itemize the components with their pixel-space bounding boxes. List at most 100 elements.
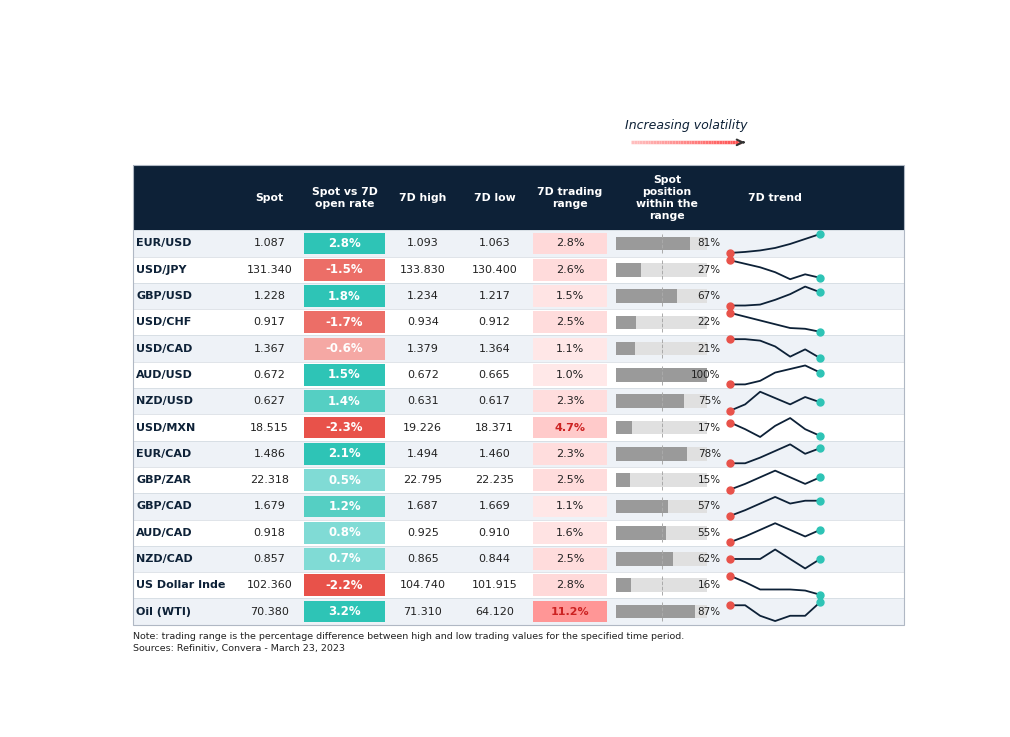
Bar	[616, 552, 707, 566]
Text: 71.310: 71.310	[403, 607, 442, 617]
Bar	[532, 391, 607, 412]
Text: 11.2%: 11.2%	[550, 607, 590, 617]
Bar	[304, 495, 385, 517]
Text: 2.8%: 2.8%	[328, 237, 361, 250]
Bar	[616, 473, 629, 487]
Bar	[616, 447, 687, 461]
Text: USD/MXN: USD/MXN	[136, 422, 196, 433]
Bar	[532, 469, 607, 491]
Text: Spot
position
within the
range: Spot position within the range	[636, 175, 698, 220]
Text: 22.318: 22.318	[249, 475, 289, 485]
Text: 18.371: 18.371	[475, 422, 514, 433]
Bar	[132, 572, 904, 598]
Bar	[304, 312, 385, 333]
Text: 1.494: 1.494	[407, 449, 438, 459]
Bar	[532, 495, 607, 517]
Text: 4.7%: 4.7%	[554, 422, 586, 433]
Bar	[616, 526, 667, 539]
Bar	[132, 441, 904, 467]
Text: 131.340: 131.340	[246, 265, 292, 275]
Bar	[532, 416, 607, 439]
Bar	[132, 546, 904, 572]
Text: 62%: 62%	[698, 554, 721, 564]
Text: 0.917: 0.917	[254, 318, 285, 327]
Bar	[304, 285, 385, 307]
Text: 0.672: 0.672	[254, 370, 285, 380]
Text: 1.679: 1.679	[254, 501, 285, 511]
Text: 75%: 75%	[698, 397, 721, 406]
Text: 2.5%: 2.5%	[556, 475, 584, 485]
Text: EUR/CAD: EUR/CAD	[136, 449, 192, 459]
Bar	[132, 283, 904, 310]
Text: 1.5%: 1.5%	[328, 368, 361, 382]
Text: 1.687: 1.687	[407, 501, 438, 511]
Bar	[532, 364, 607, 385]
Text: 102.360: 102.360	[246, 580, 292, 590]
Text: -1.5%: -1.5%	[326, 263, 364, 276]
Text: 2.5%: 2.5%	[556, 554, 584, 564]
Text: 22.795: 22.795	[403, 475, 442, 485]
Text: 2.8%: 2.8%	[556, 239, 585, 248]
Bar	[616, 421, 707, 434]
Bar	[304, 469, 385, 491]
Text: 0.665: 0.665	[479, 370, 510, 380]
Text: 2.3%: 2.3%	[556, 397, 584, 406]
Text: 2.3%: 2.3%	[556, 449, 584, 459]
Bar	[616, 315, 707, 329]
Text: 1.669: 1.669	[479, 501, 510, 511]
Text: 22%: 22%	[698, 318, 721, 327]
Bar	[616, 447, 707, 461]
Text: 0.7%: 0.7%	[328, 553, 361, 565]
Bar	[132, 256, 904, 283]
Bar	[532, 574, 607, 596]
Text: 0.918: 0.918	[254, 528, 285, 538]
Bar	[616, 605, 707, 618]
Text: 2.8%: 2.8%	[556, 580, 585, 590]
Text: 1.228: 1.228	[254, 291, 286, 301]
Text: 7D high: 7D high	[399, 192, 446, 203]
Text: 0.5%: 0.5%	[328, 474, 361, 486]
Text: 1.217: 1.217	[479, 291, 510, 301]
Bar	[616, 315, 636, 329]
Text: 1.0%: 1.0%	[556, 370, 584, 380]
Bar	[132, 230, 904, 256]
Bar	[616, 237, 690, 251]
Bar	[532, 312, 607, 333]
Bar	[616, 500, 668, 513]
Text: 0.8%: 0.8%	[328, 526, 361, 539]
Bar	[304, 443, 385, 465]
Text: 87%: 87%	[698, 607, 721, 617]
Text: USD/CHF: USD/CHF	[136, 318, 192, 327]
Text: 2.5%: 2.5%	[556, 318, 584, 327]
Bar	[532, 285, 607, 307]
Text: 2.6%: 2.6%	[556, 265, 584, 275]
Text: 1.364: 1.364	[479, 343, 510, 354]
Bar	[304, 233, 385, 254]
Bar	[616, 289, 707, 303]
Text: 1.087: 1.087	[254, 239, 285, 248]
Text: Spot vs 7D
open rate: Spot vs 7D open rate	[312, 186, 378, 209]
Text: 18.515: 18.515	[250, 422, 289, 433]
Text: GBP/ZAR: GBP/ZAR	[136, 475, 192, 485]
Bar	[304, 522, 385, 544]
Bar	[616, 500, 707, 513]
Bar	[616, 421, 631, 434]
Text: 70.380: 70.380	[249, 607, 289, 617]
Bar	[304, 259, 385, 281]
Text: USD/CAD: USD/CAD	[136, 343, 193, 354]
Text: 133.830: 133.830	[400, 265, 445, 275]
Text: US Dollar Inde: US Dollar Inde	[136, 580, 226, 590]
Bar	[616, 237, 707, 251]
Text: 1.379: 1.379	[407, 343, 438, 354]
Text: 1.4%: 1.4%	[328, 395, 361, 408]
Text: 15%: 15%	[698, 475, 721, 485]
Text: -2.3%: -2.3%	[326, 421, 364, 434]
Text: 0.912: 0.912	[479, 318, 510, 327]
Text: -0.6%: -0.6%	[326, 342, 364, 355]
Text: 0.631: 0.631	[407, 397, 438, 406]
Text: GBP/CAD: GBP/CAD	[136, 501, 192, 511]
Text: 55%: 55%	[698, 528, 721, 538]
Text: GBP/USD: GBP/USD	[136, 291, 193, 301]
Bar	[132, 467, 904, 493]
Text: -1.7%: -1.7%	[326, 316, 364, 329]
